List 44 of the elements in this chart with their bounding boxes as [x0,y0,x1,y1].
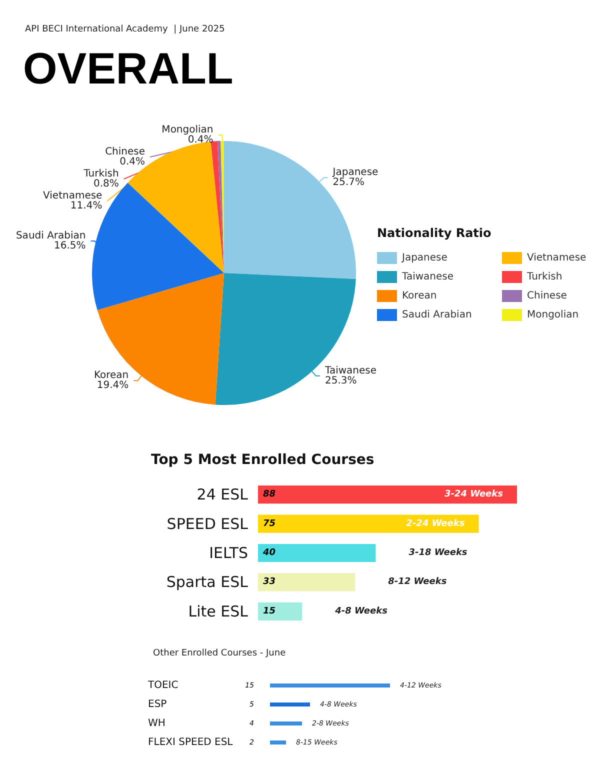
legend-title: Nationality Ratio [377,226,492,240]
annotation: 4-8 Weeks [334,606,388,616]
data-label: 11.4% [70,200,102,212]
legend-label: Vietnamese [527,252,586,264]
slice-label: Saudi Arabian [16,230,86,242]
chart-title: OVERALL [23,44,234,94]
slice-label: Vietnamese [43,190,102,202]
y-tick-label: WH [148,718,166,729]
legend-label: Taiwanese [401,272,454,282]
legend-label: Mongolian [527,310,579,320]
annotation: 3-24 Weeks [444,490,504,500]
chart-subtitle: API BECI International Academy | June 2025 [25,24,225,34]
y-tick-label: ESP [148,699,167,710]
data-label: 75 [263,518,276,529]
y-tick-label: Lite ESL [188,602,249,620]
legend-label: Japanese [401,252,448,264]
y-tick-label: FLEXI SPEED ESL [148,737,234,748]
annotation: 2-24 Weeks [406,518,466,529]
slice-label: Japanese [332,167,378,178]
chart-title: Other Enrolled Courses - June [153,648,286,658]
data-label: 33 [263,577,276,588]
y-tick-label: 24 ESL [196,486,249,504]
slice-label: Korean [94,370,129,382]
y-tick-label: IELTS [209,544,248,562]
data-label: 15 [263,606,276,616]
y-tick-label: SPEED ESL [166,514,249,533]
legend-label: Korean [402,290,437,302]
data-label: 40 [262,548,276,558]
data-label: 88 [263,490,276,500]
legend-label: Saudi Arabian [402,310,472,320]
data-label: 0.4% [188,134,214,146]
data-label: 25.3% [324,375,357,386]
data-label: 19.4% [96,380,129,392]
y-tick-label: Sparta ESL [166,573,249,592]
slice-label: Taiwanese [324,365,377,376]
annotation: 3-18 Weeks [408,548,468,558]
data-label: 25.7% [332,177,365,188]
slice-label: Mongolian [162,124,214,136]
legend-label: Turkish [526,272,562,282]
chart-title: Top 5 Most Enrolled Courses [151,452,374,468]
legend-label: Chinese [527,290,567,302]
annotation: 8-12 Weeks [388,577,448,588]
data-label: 16.5% [54,240,86,252]
y-tick-label: TOEIC [147,680,178,691]
